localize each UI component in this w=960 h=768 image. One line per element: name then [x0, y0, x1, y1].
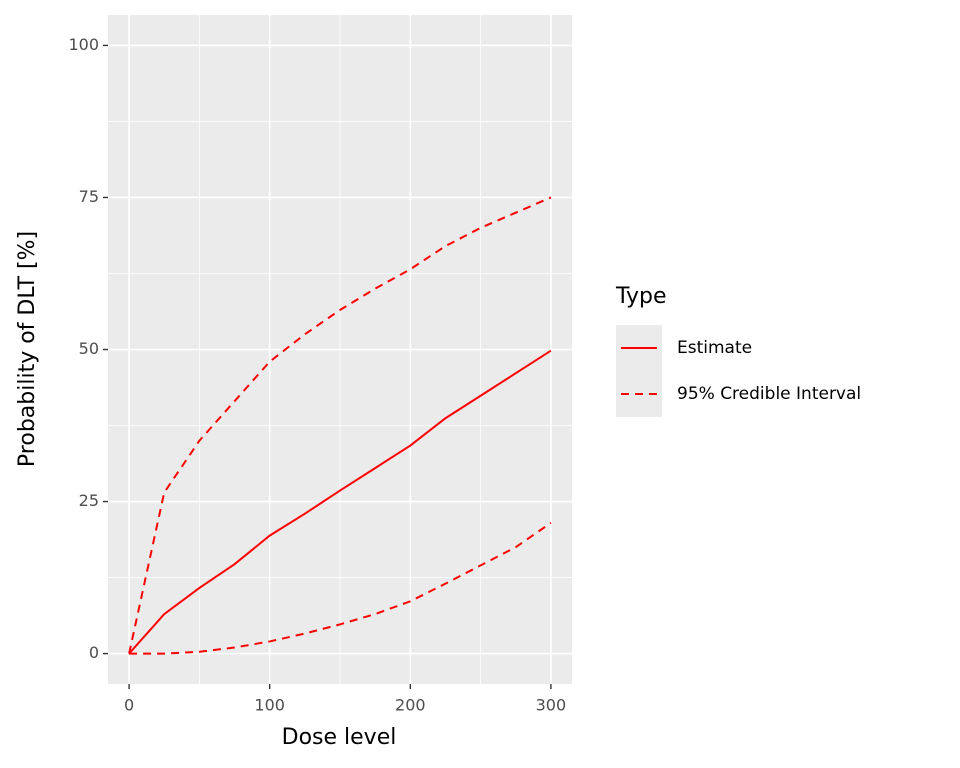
line	[128, 349, 552, 655]
x-axis-title: Dose level	[282, 725, 397, 750]
legend-label: Estimate	[677, 338, 752, 358]
y-tick-label: 25	[79, 491, 99, 510]
x-tick-label: 0	[124, 696, 134, 715]
y-tick-label: 100	[68, 35, 99, 54]
line	[128, 196, 552, 654]
y-tick-label: 75	[79, 187, 99, 206]
y-tick-label: 50	[79, 339, 99, 358]
y-axis-title: Probability of DLT [%]	[15, 231, 40, 467]
x-tick-label: 200	[395, 696, 426, 715]
legend-title: Type	[615, 284, 667, 309]
line	[129, 522, 552, 655]
x-tick-label: 300	[536, 696, 567, 715]
y-tick-label: 0	[89, 643, 99, 662]
x-tick-label: 100	[254, 696, 285, 715]
legend-label: 95% Credible Interval	[677, 384, 861, 404]
legend-key-background	[616, 325, 662, 417]
